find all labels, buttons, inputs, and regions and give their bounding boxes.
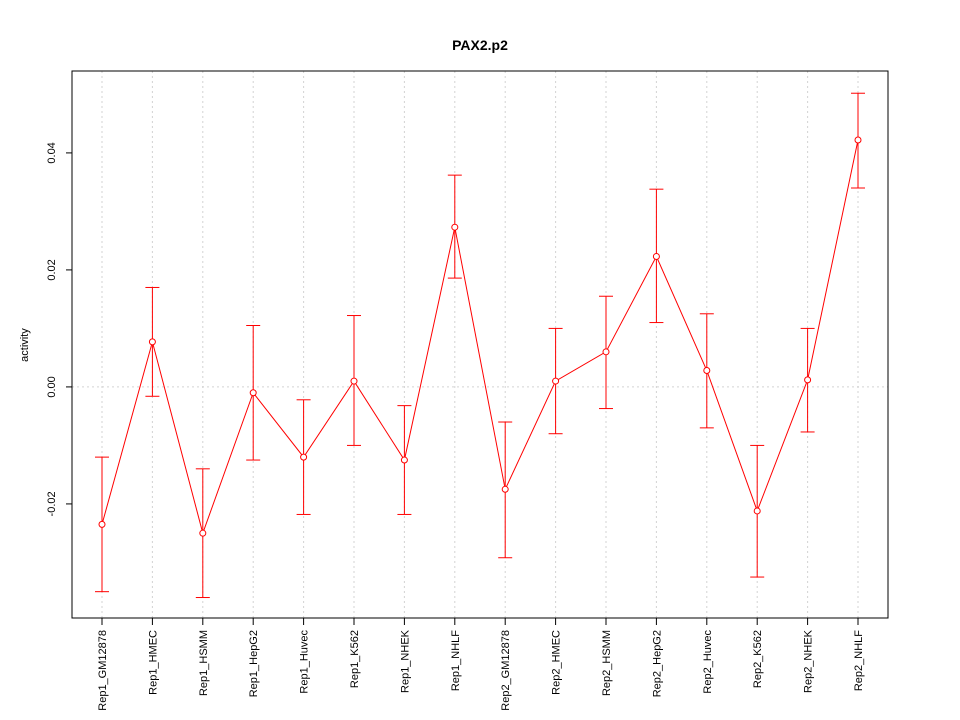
- x-tick-label: Rep1_HepG2: [248, 630, 260, 697]
- series-line: [101, 139, 859, 535]
- x-tick-label: Rep2_K562: [752, 630, 764, 688]
- x-tick-label: Rep1_HSMM: [198, 630, 210, 696]
- data-point: [703, 367, 711, 375]
- data-point: [753, 507, 761, 515]
- x-tick-label: Rep2_NHLF: [853, 630, 865, 691]
- data-point: [552, 377, 560, 385]
- x-tick-label: Rep2_GM12878: [500, 630, 512, 711]
- y-tick-label: 0.00: [46, 376, 58, 397]
- data-point: [804, 376, 812, 384]
- x-axis: Rep1_GM12878 Rep1_HMEC Rep1_HSMM Rep1_HepG2…: [97, 618, 865, 711]
- data-point: [501, 485, 509, 493]
- x-tick-label: Rep1_GM12878: [97, 630, 109, 711]
- x-tick-label: Rep1_K562: [349, 630, 361, 688]
- x-tick-label: Rep1_NHEK: [399, 629, 411, 693]
- data-point: [451, 223, 459, 231]
- y-axis: -0.02 0.00 0.02 0.04: [46, 142, 72, 516]
- y-tick-label: -0.02: [46, 491, 58, 516]
- plot-frame: [71, 70, 889, 619]
- x-tick-label: Rep2_HSMM: [601, 630, 613, 696]
- data-point: [300, 453, 308, 461]
- y-axis-label: activity: [19, 328, 31, 362]
- data-point: [350, 377, 358, 385]
- y-tick-label: 0.02: [46, 259, 58, 280]
- error-bars: [95, 92, 865, 599]
- x-tick-label: Rep2_Huvec: [702, 630, 714, 694]
- x-tick-label: Rep2_NHEK: [803, 629, 815, 693]
- data-points: [98, 136, 862, 537]
- data-point: [199, 529, 207, 537]
- x-tick-label: Rep1_HMEC: [147, 630, 159, 695]
- data-point: [602, 348, 610, 356]
- x-tick-label: Rep2_HMEC: [551, 630, 563, 695]
- x-tick-label: Rep2_HepG2: [651, 630, 663, 697]
- y-tick-label: 0.04: [46, 142, 58, 163]
- x-tick-label: Rep1_NHLF: [450, 630, 462, 691]
- chart-title: PAX2.p2: [452, 37, 508, 53]
- data-point: [98, 520, 106, 528]
- grid: [72, 71, 888, 618]
- data-point: [148, 338, 156, 346]
- x-tick-label: Rep1_Huvec: [299, 630, 311, 694]
- data-point: [400, 456, 408, 464]
- series-polyline: [101, 139, 859, 535]
- data-point: [652, 252, 660, 260]
- data-point: [854, 136, 862, 144]
- data-point: [249, 389, 257, 397]
